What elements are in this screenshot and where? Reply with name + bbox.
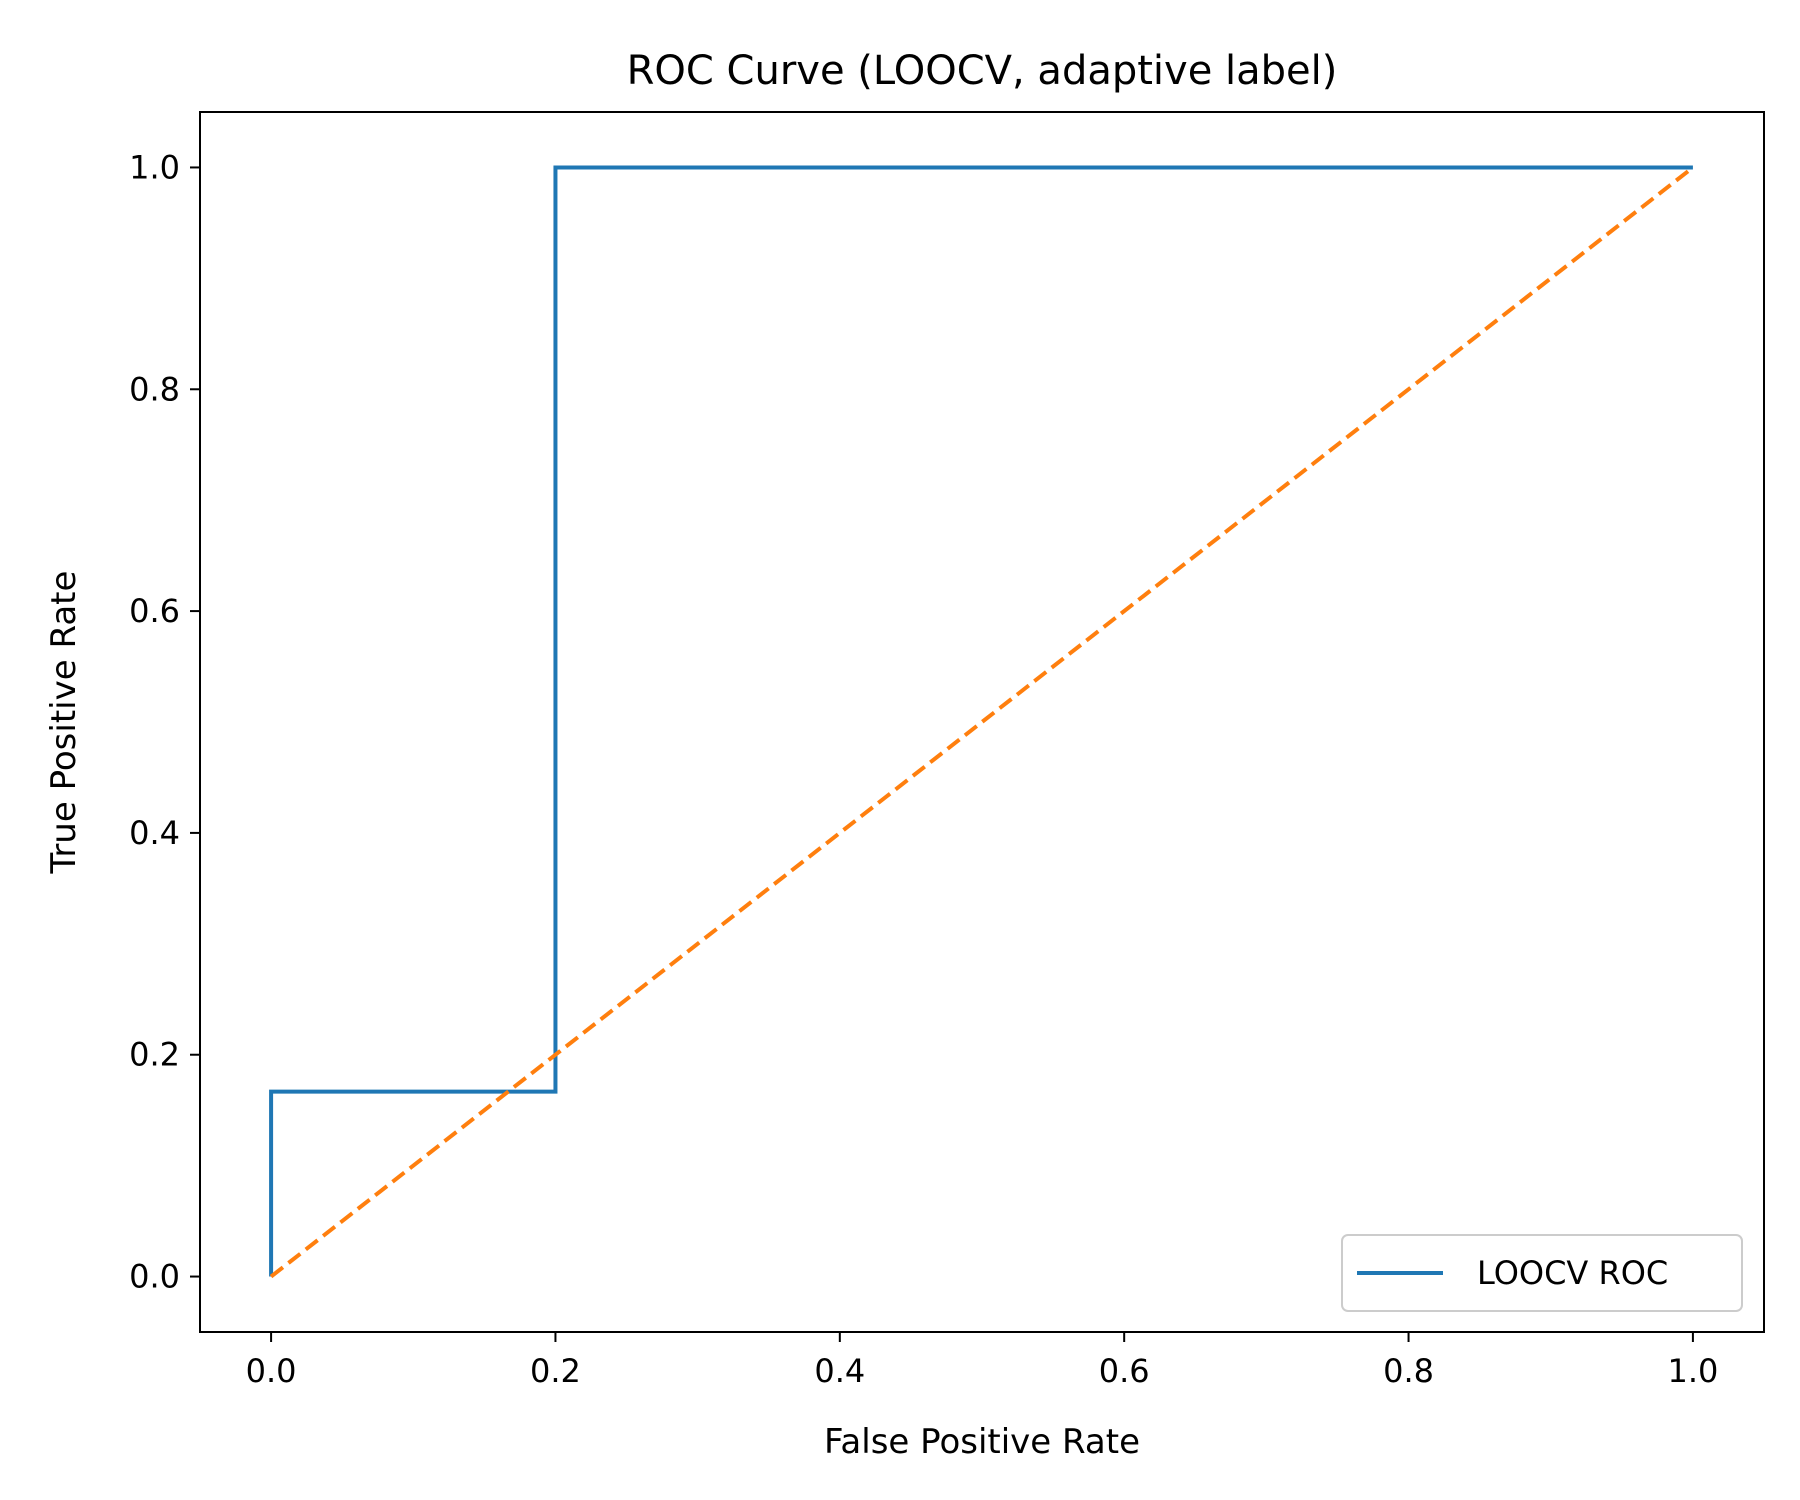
- series-layer: [269, 165, 1695, 1279]
- y-tick-label: 0.6: [129, 592, 180, 630]
- chart-title: ROC Curve (LOOCV, adaptive label): [627, 48, 1338, 94]
- plot-area: [199, 111, 1765, 1333]
- y-tick-label: 0.8: [129, 370, 180, 408]
- legend: LOOCV ROC: [1341, 1234, 1743, 1312]
- series-line-diagonal-reference: [269, 165, 1695, 1279]
- plot-frame: [199, 111, 1765, 1333]
- y-tick-label: 0.4: [129, 814, 180, 852]
- y-tick-label: 0.0: [129, 1258, 180, 1296]
- y-axis-label: True Positive Rate: [44, 571, 84, 875]
- y-axis-ticks: 0.0 0.2 0.4 0.6 0.8 1.0: [129, 148, 200, 1296]
- x-tick-label: 0.0: [246, 1352, 297, 1390]
- legend-entry-loocv-roc: LOOCV ROC: [1477, 1254, 1668, 1292]
- x-tick-label: 0.4: [814, 1352, 865, 1390]
- x-axis-label: False Positive Rate: [824, 1422, 1140, 1462]
- x-tick-label: 0.2: [530, 1352, 581, 1390]
- series-line-loocv-roc: [269, 165, 1693, 1277]
- y-tick-label: 1.0: [129, 148, 180, 186]
- x-axis-ticks: 0.0 0.2 0.4 0.6 0.8 1.0: [246, 1332, 1718, 1390]
- x-tick-label: 0.8: [1383, 1352, 1434, 1390]
- x-tick-label: 1.0: [1667, 1352, 1718, 1390]
- y-tick-label: 0.2: [129, 1036, 180, 1074]
- legend-box: [1341, 1234, 1743, 1312]
- x-tick-label: 0.6: [1099, 1352, 1150, 1390]
